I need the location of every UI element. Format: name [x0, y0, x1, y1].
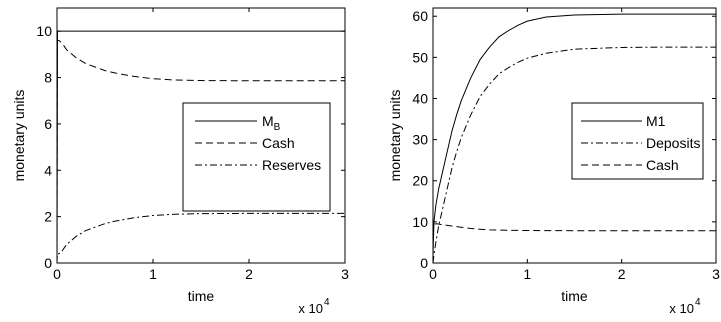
- y-tick-label: 30: [412, 132, 428, 148]
- x-tick-label: 3: [712, 266, 720, 282]
- x-tick-label: 0: [53, 266, 61, 282]
- legend-label-reserves: Reserves: [262, 157, 321, 173]
- series-line-deposits: [433, 46, 716, 263]
- series-line-cash: [433, 223, 716, 235]
- y-tick-label: 0: [420, 255, 428, 271]
- series-line-reserves: [57, 212, 345, 263]
- legend-label-subscript: B: [274, 122, 281, 133]
- legend-label-deposits: Deposits: [646, 135, 700, 151]
- y-tick-label: 10: [412, 214, 428, 230]
- x-tick-label: 2: [245, 266, 253, 282]
- y-axis-label: monetary units: [11, 90, 27, 182]
- legend-label-cash: Cash: [646, 157, 679, 173]
- x-tick-label: 1: [523, 266, 531, 282]
- legend: M1 Deposits Cash: [571, 102, 704, 180]
- series-group: [57, 30, 345, 263]
- legend-label-m1: M1: [646, 113, 666, 129]
- y-tick-label: 0: [44, 255, 52, 271]
- y-tick-label: 10: [36, 23, 52, 39]
- series-line-cash: [57, 39, 345, 263]
- plot-frame: [432, 7, 717, 264]
- y-tick-label: 8: [44, 70, 52, 86]
- x-axis-label: time: [561, 288, 588, 304]
- y-tick-label: 6: [44, 116, 52, 132]
- y-tick-label: 60: [412, 8, 428, 24]
- x-axis-label: time: [188, 288, 215, 304]
- y-tick-label: 4: [44, 162, 52, 178]
- x-tick-label: 1: [149, 266, 157, 282]
- x-axis-multiplier-exponent: 4: [324, 297, 330, 308]
- legend-box: [571, 102, 704, 180]
- x-axis-multiplier-exponent: 4: [695, 297, 701, 308]
- y-tick-label: 2: [44, 209, 52, 225]
- x-axis-multiplier: x 10: [298, 301, 323, 316]
- x-tick-label: 2: [618, 266, 626, 282]
- y-axis-label: monetary units: [387, 90, 403, 182]
- x-tick-label: 3: [341, 266, 349, 282]
- y-tick-label: 20: [412, 173, 428, 189]
- y-tick-label: 50: [412, 49, 428, 65]
- series-line-m1: [433, 13, 716, 255]
- x-axis-multiplier: x 10: [669, 301, 694, 316]
- y-tick-label: 40: [412, 90, 428, 106]
- legend-label-cash: Cash: [262, 135, 295, 151]
- x-tick-label: 0: [429, 266, 437, 282]
- series-group: [433, 13, 716, 263]
